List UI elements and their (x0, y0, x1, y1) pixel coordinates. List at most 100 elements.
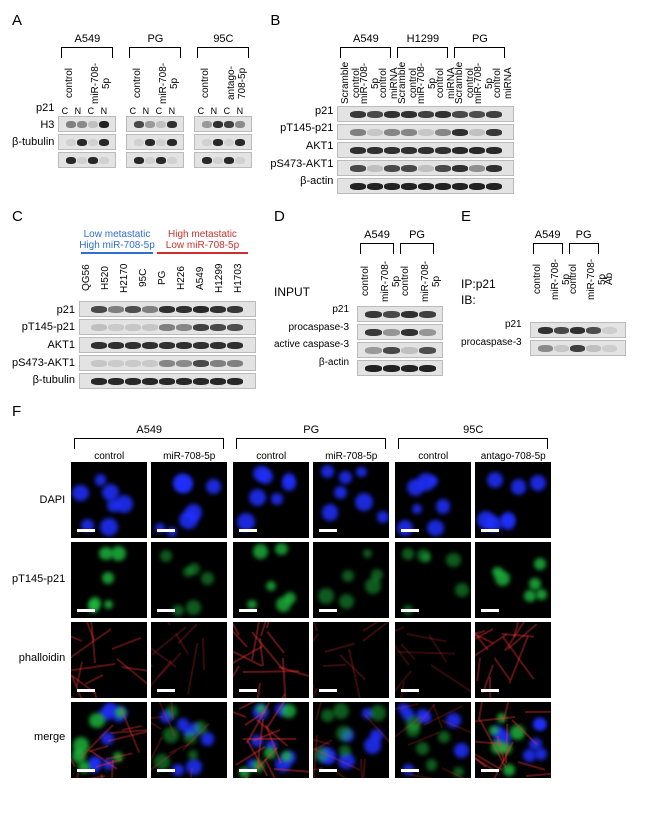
blot-band (142, 324, 158, 331)
lane-label: Scramble control (397, 60, 411, 106)
panel-d-rowlabels: p21procaspase-3active caspase-3β-actin (274, 301, 353, 371)
blot-band (350, 111, 366, 118)
lane-label: control (132, 60, 146, 106)
blot-band (227, 324, 243, 331)
lane-label: control (400, 258, 414, 304)
blot-band (367, 147, 383, 154)
row-label: pT145-p21 (12, 321, 75, 333)
fluo-row (71, 702, 555, 778)
blot-band (156, 157, 166, 164)
blot-band (586, 345, 601, 352)
blot-band (384, 183, 400, 190)
blot-band (435, 147, 451, 154)
row-label: pT145-p21 (12, 573, 65, 585)
panel-e-rowlabels: p21procaspase-3 (461, 315, 526, 351)
blot-band (125, 360, 141, 367)
fluo-image (395, 702, 471, 778)
blot-band (486, 183, 502, 190)
lane-label: control (200, 60, 214, 106)
scalebar (77, 689, 95, 692)
blot-band (125, 324, 141, 331)
lane-label: antago-708-5p (226, 60, 240, 106)
blot-strip (357, 342, 443, 358)
blot-band (193, 324, 209, 331)
scalebar (157, 769, 175, 772)
cell-line-label: A549 (58, 33, 116, 45)
blot-band (469, 165, 485, 172)
row-label: active caspase-3 (274, 339, 349, 350)
blot-band (99, 157, 109, 164)
scalebar (481, 529, 499, 532)
blot-band (66, 157, 76, 164)
blot-band (193, 306, 209, 313)
scalebar (319, 609, 337, 612)
blot-band (235, 139, 245, 146)
blot-band (452, 111, 468, 118)
cell-line-label: PG (126, 33, 184, 45)
wb-block: A549controlmiR-708-5pCNCN (58, 33, 116, 168)
blot-band (66, 121, 76, 128)
panel-e-ib-label: IB: (461, 293, 526, 307)
blot-band (227, 306, 243, 313)
blot-strip (58, 152, 116, 168)
blot-band (227, 360, 243, 367)
blot-band (167, 121, 177, 128)
row-label: merge (12, 731, 65, 743)
fraction-label: N (165, 106, 178, 116)
blot-band (202, 157, 212, 164)
blot-band (367, 111, 383, 118)
blot-band (176, 324, 192, 331)
blot-strip (194, 134, 252, 150)
blot-band (418, 111, 434, 118)
blot-band (365, 347, 382, 354)
blot-band (159, 342, 175, 349)
blot-band (384, 165, 400, 172)
blot-band (401, 129, 417, 136)
lane-label: miR-708-5p (158, 60, 172, 106)
blot-strip (337, 124, 514, 140)
panel-a: A p21H3β-tubulin A549controlmiR-708-5pCN… (12, 12, 252, 168)
blot-band (213, 139, 223, 146)
row-label: p21 (12, 102, 54, 114)
blot-band (469, 111, 485, 118)
blot-band (350, 165, 366, 172)
fraction-label: N (233, 106, 246, 116)
fraction-label: C (220, 106, 233, 116)
fluo-image (151, 622, 227, 698)
blot-strip (79, 301, 256, 317)
lane-label: control (568, 256, 582, 302)
panel-f-label: F (12, 403, 638, 420)
blot-band (77, 121, 87, 128)
lane-label: miR-708-5p (416, 60, 430, 106)
blot-band (176, 306, 192, 313)
cell-line-label: A549 (71, 424, 227, 436)
fraction-label: C (58, 106, 71, 116)
blot-band (486, 165, 502, 172)
panel-c-rowlabels: p21pT145-p21AKT1pS473-AKT1β-tubulin (12, 301, 79, 389)
blot-band (365, 329, 382, 336)
blot-band (401, 165, 417, 172)
scalebar (157, 689, 175, 692)
blot-band (193, 360, 209, 367)
blot-strip (79, 355, 256, 371)
fluo-image (233, 542, 309, 618)
blot-band (367, 165, 383, 172)
fluo-image (71, 622, 147, 698)
row-label: pS473-AKT1 (12, 357, 75, 369)
blot-strip (126, 134, 184, 150)
blot-band (367, 129, 383, 136)
blot-band (193, 342, 209, 349)
blot-band (224, 121, 234, 128)
blot-band (210, 360, 226, 367)
scalebar (239, 609, 257, 612)
blot-band (167, 139, 177, 146)
cell-line-label: PG (233, 424, 389, 436)
fluo-image (475, 542, 551, 618)
wb-block: PGcontrolmiR-708-5pCNCN (126, 33, 184, 168)
panel-c: C p21pT145-p21AKT1pS473-AKT1β-tubulin Lo… (12, 208, 256, 389)
scalebar (481, 609, 499, 612)
panel-f: F DAPIpT145-p21phalloidinmerge A549PG95C… (12, 403, 638, 778)
scalebar (401, 609, 419, 612)
blot-band (384, 111, 400, 118)
blot-band (91, 360, 107, 367)
